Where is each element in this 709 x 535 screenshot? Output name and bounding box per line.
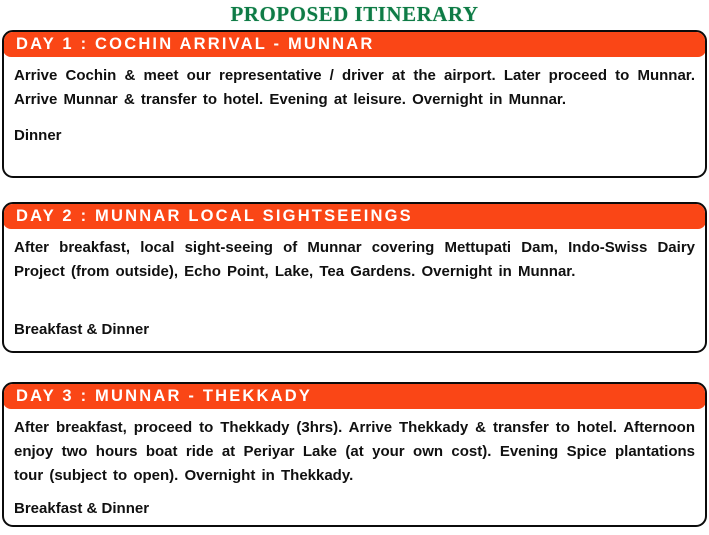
- day-1-description: Arrive Cochin & meet our representative …: [14, 67, 695, 108]
- day-3-header: DAY 3 : MUNNAR - THEKKADY: [4, 384, 705, 409]
- day-card-1: DAY 1 : COCHIN ARRIVAL - MUNNAR Arrive C…: [2, 30, 707, 178]
- day-3-description: After breakfast, proceed to Thekkady (3h…: [14, 419, 695, 484]
- day-1-header: DAY 1 : COCHIN ARRIVAL - MUNNAR: [4, 32, 705, 57]
- day-2-description: After breakfast, local sight-seeing of M…: [14, 239, 695, 280]
- page-title: PROPOSED ITINERARY: [230, 2, 479, 26]
- day-card-3: DAY 3 : MUNNAR - THEKKADY After breakfas…: [2, 382, 707, 527]
- day-3-meals: Breakfast & Dinner: [14, 500, 150, 517]
- day-2-meals: Breakfast & Dinner: [14, 321, 150, 338]
- day-2-header: DAY 2 : MUNNAR LOCAL SIGHTSEEINGS: [4, 204, 705, 229]
- day-card-2: DAY 2 : MUNNAR LOCAL SIGHTSEEINGS After …: [2, 202, 707, 353]
- day-1-meals: Dinner: [14, 127, 62, 144]
